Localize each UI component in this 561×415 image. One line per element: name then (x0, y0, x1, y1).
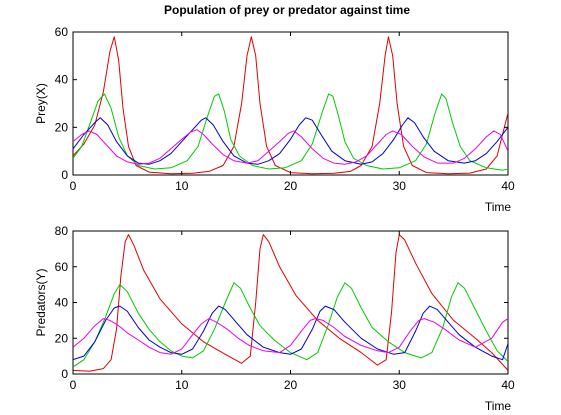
prey-series-group (73, 36, 508, 175)
prey-y-tick-label: 40 (55, 73, 69, 87)
prey-series-line-1 (73, 36, 508, 175)
prey-x-tick-label: 10 (175, 179, 189, 193)
predator-series-line-1 (73, 234, 508, 372)
prey-plot: 0 10 20 30 40 0 20 40 60 Prey(X) Time (34, 25, 515, 214)
prey-x-axis-label: Time (485, 200, 512, 214)
predator-y-tick-label: 40 (55, 296, 69, 310)
prey-y-tick-label: 60 (55, 25, 69, 39)
predator-x-tick-label: 0 (70, 378, 77, 392)
prey-x-tick-label: 30 (393, 179, 407, 193)
prey-ticks: 0 10 20 30 40 0 20 40 60 (55, 25, 515, 193)
predator-x-axis-label: Time (485, 399, 512, 413)
predator-x-tick-label: 10 (175, 378, 189, 392)
prey-x-tick-label: 20 (284, 179, 298, 193)
predator-x-tick-label: 30 (393, 378, 407, 392)
prey-y-tick-label: 20 (55, 120, 69, 134)
predator-y-tick-label: 0 (61, 367, 68, 381)
predator-y-tick-label: 80 (55, 224, 69, 238)
prey-x-tick-label: 0 (70, 179, 77, 193)
predator-y-axis-label: Predators(Y) (34, 268, 48, 336)
predator-y-tick-label: 60 (55, 260, 69, 274)
predator-y-tick-label: 20 (55, 331, 69, 345)
chart-title: Population of prey or predator against t… (164, 3, 410, 17)
predator-plot: 0 10 20 30 40 0 20 40 60 80 Predators(Y) Time (34, 224, 515, 413)
prey-series-line-3 (73, 117, 508, 165)
predator-series-line-4 (73, 318, 508, 355)
prey-y-tick-label: 0 (61, 168, 68, 182)
prey-plot-frame (72, 31, 509, 176)
prey-y-axis-label: Prey(X) (34, 83, 48, 124)
predator-x-tick-label: 40 (501, 378, 515, 392)
predator-series-line-2 (73, 282, 508, 368)
predator-x-tick-label: 20 (284, 378, 298, 392)
predator-series-group (73, 234, 508, 372)
predator-ticks: 0 10 20 30 40 0 20 40 60 80 (55, 224, 515, 392)
prey-x-tick-label: 40 (501, 179, 515, 193)
predator-series-line-3 (73, 305, 508, 361)
prey-series-line-4 (73, 129, 508, 165)
